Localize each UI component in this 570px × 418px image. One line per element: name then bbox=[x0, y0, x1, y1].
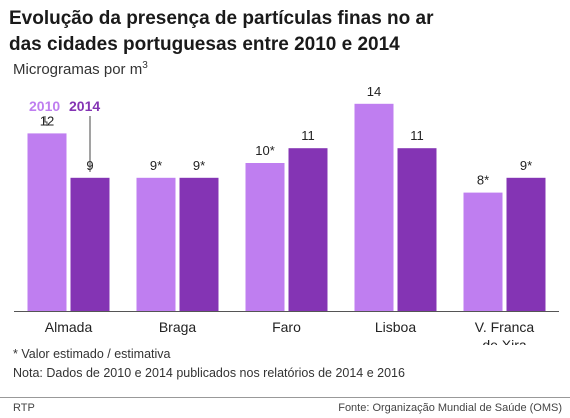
data-label-2010-2: 10* bbox=[255, 143, 275, 158]
footer: RTP Fonte: Organização Mundial de Saúde … bbox=[0, 397, 570, 418]
data-label-2010-0: 12 bbox=[40, 113, 54, 128]
category-label-0-line-0: Almada bbox=[45, 319, 93, 335]
unit-superscript: 3 bbox=[142, 60, 148, 71]
title-line-1: Evolução da presença de partículas finas… bbox=[9, 8, 434, 29]
chart-title: Evolução da presença de partículas finas… bbox=[9, 6, 559, 58]
unit-label-text: Microgramas por m bbox=[13, 61, 143, 78]
notes: * Valor estimado / estimativa Nota: Dado… bbox=[13, 345, 405, 383]
data-label-2014-4: 9* bbox=[520, 158, 532, 173]
data-label-2010-3: 14 bbox=[367, 84, 381, 99]
unit-label: Microgramas por m3 bbox=[13, 60, 148, 78]
bar-2014-2 bbox=[288, 148, 328, 311]
data-label-2010-4: 8* bbox=[477, 173, 489, 188]
legend-2010: 2010 bbox=[29, 98, 60, 114]
data-label-2014-3: 11 bbox=[410, 128, 424, 143]
legend-2010-leader bbox=[44, 116, 48, 126]
bar-2010-1 bbox=[136, 177, 176, 311]
data-label-2014-1: 9* bbox=[193, 158, 205, 173]
data-note: Nota: Dados de 2010 e 2014 publicados no… bbox=[13, 366, 405, 380]
bar-2014-3 bbox=[397, 148, 437, 311]
bar-2010-4 bbox=[463, 192, 503, 311]
bar-2010-2 bbox=[245, 163, 285, 311]
data-label-2010-1: 9* bbox=[150, 158, 162, 173]
bar-2014-4 bbox=[506, 177, 546, 311]
category-label-3-line-0: Lisboa bbox=[375, 319, 416, 335]
bar-2010-0 bbox=[27, 133, 67, 311]
category-label-4-line-1: de Xira bbox=[482, 337, 527, 345]
title-line-2: das cidades portuguesas entre 2010 e 201… bbox=[9, 34, 400, 55]
bar-2014-0 bbox=[70, 177, 110, 311]
footer-brand: RTP bbox=[13, 402, 35, 414]
category-label-1-line-0: Braga bbox=[159, 319, 197, 335]
category-label-4-line-0: V. Franca bbox=[475, 319, 535, 335]
footer-source: Fonte: Organização Mundial de Saúde (OMS… bbox=[338, 402, 562, 414]
estimate-note: * Valor estimado / estimativa bbox=[13, 347, 171, 361]
data-label-2014-2: 11 bbox=[301, 128, 315, 143]
bar-2014-1 bbox=[179, 177, 219, 311]
bar-2010-3 bbox=[354, 103, 394, 311]
category-label-2-line-0: Faro bbox=[272, 319, 301, 335]
legend-2014: 2014 bbox=[69, 98, 100, 114]
